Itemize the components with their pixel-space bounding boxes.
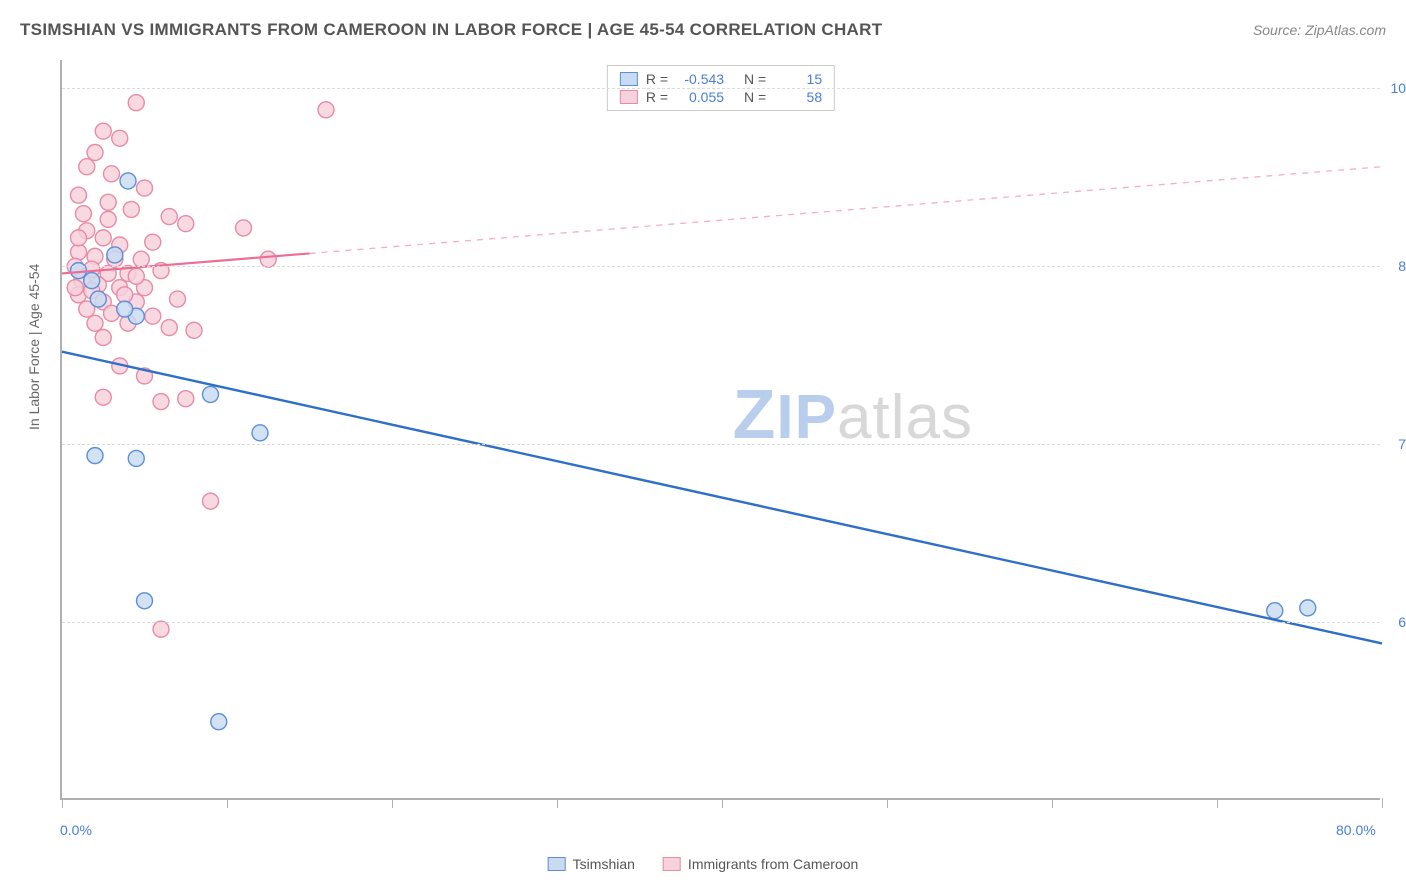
scatter-point-pink (128, 95, 144, 111)
scatter-point-blue (137, 593, 153, 609)
scatter-point-pink (100, 194, 116, 210)
scatter-point-pink (104, 166, 120, 182)
y-tick-label: 75.0% (1398, 436, 1406, 452)
scatter-point-pink (133, 251, 149, 267)
chart-title: TSIMSHIAN VS IMMIGRANTS FROM CAMEROON IN… (20, 20, 882, 40)
scatter-point-blue (1267, 603, 1283, 619)
x-tick (887, 798, 888, 808)
x-tick (62, 798, 63, 808)
n-label: N = (744, 89, 766, 105)
r-value-blue: -0.543 (676, 71, 724, 87)
swatch-blue (548, 857, 566, 871)
scatter-point-pink (71, 230, 87, 246)
x-axis-label: 0.0% (60, 822, 92, 838)
scatter-point-blue (107, 247, 123, 263)
scatter-point-pink (79, 159, 95, 175)
r-value-pink: 0.055 (676, 89, 724, 105)
scatter-point-pink (145, 234, 161, 250)
x-tick (1217, 798, 1218, 808)
scatter-point-pink (178, 391, 194, 407)
swatch-pink (620, 90, 638, 104)
y-tick-label: 62.5% (1398, 614, 1406, 630)
scatter-point-pink (87, 145, 103, 161)
y-tick-label: 87.5% (1398, 258, 1406, 274)
swatch-blue (620, 72, 638, 86)
scatter-point-blue (203, 386, 219, 402)
r-label: R = (646, 71, 668, 87)
x-axis-label: 80.0% (1336, 822, 1376, 838)
scatter-point-pink (161, 209, 177, 225)
scatter-point-blue (90, 291, 106, 307)
scatter-point-pink (153, 621, 169, 637)
scatter-point-blue (87, 448, 103, 464)
scatter-point-pink (318, 102, 334, 118)
scatter-point-blue (252, 425, 268, 441)
scatter-point-pink (95, 230, 111, 246)
scatter-point-blue (84, 273, 100, 289)
scatter-point-pink (145, 308, 161, 324)
scatter-point-blue (1300, 600, 1316, 616)
scatter-point-pink (75, 206, 91, 222)
scatter-point-pink (95, 330, 111, 346)
source-attribution: Source: ZipAtlas.com (1253, 22, 1386, 38)
n-label: N = (744, 71, 766, 87)
scatter-point-blue (117, 301, 133, 317)
legend-item-blue: Tsimshian (548, 856, 635, 872)
x-tick (1382, 798, 1383, 808)
scatter-point-blue (211, 714, 227, 730)
scatter-point-pink (87, 315, 103, 331)
legend-stats-row-blue: R = -0.543 N = 15 (620, 70, 822, 88)
scatter-point-pink (186, 322, 202, 338)
legend-stats-row-pink: R = 0.055 N = 58 (620, 88, 822, 106)
trend-line-blue (62, 352, 1382, 644)
gridline-horizontal (62, 622, 1380, 623)
scatter-point-pink (178, 216, 194, 232)
scatter-point-pink (123, 201, 139, 217)
legend-label-pink: Immigrants from Cameroon (688, 856, 858, 872)
legend-series: Tsimshian Immigrants from Cameroon (548, 856, 859, 872)
scatter-point-pink (170, 291, 186, 307)
gridline-horizontal (62, 444, 1380, 445)
scatter-point-pink (137, 180, 153, 196)
scatter-point-pink (95, 389, 111, 405)
scatter-point-pink (203, 493, 219, 509)
gridline-horizontal (62, 88, 1380, 89)
scatter-point-pink (128, 268, 144, 284)
trend-line-dashed-pink (310, 167, 1383, 254)
x-tick (557, 798, 558, 808)
x-tick (1052, 798, 1053, 808)
n-value-pink: 58 (774, 89, 822, 105)
scatter-point-pink (153, 394, 169, 410)
plot-area: ZIPatlas R = -0.543 N = 15 R = 0.055 N =… (60, 60, 1380, 800)
y-axis-label: In Labor Force | Age 45-54 (26, 264, 42, 430)
scatter-point-pink (71, 187, 87, 203)
plot-svg (62, 60, 1380, 798)
x-tick (392, 798, 393, 808)
scatter-point-pink (260, 251, 276, 267)
title-bar: TSIMSHIAN VS IMMIGRANTS FROM CAMEROON IN… (20, 20, 1386, 40)
swatch-pink (663, 857, 681, 871)
scatter-point-pink (236, 220, 252, 236)
gridline-horizontal (62, 266, 1380, 267)
scatter-point-pink (100, 211, 116, 227)
scatter-point-blue (120, 173, 136, 189)
x-tick (722, 798, 723, 808)
legend-label-blue: Tsimshian (573, 856, 635, 872)
x-tick (227, 798, 228, 808)
scatter-point-pink (161, 320, 177, 336)
scatter-point-pink (112, 130, 128, 146)
scatter-point-pink (67, 280, 83, 296)
y-tick-label: 100.0% (1391, 80, 1406, 96)
scatter-point-blue (128, 450, 144, 466)
n-value-blue: 15 (774, 71, 822, 87)
scatter-point-pink (95, 123, 111, 139)
r-label: R = (646, 89, 668, 105)
legend-item-pink: Immigrants from Cameroon (663, 856, 858, 872)
